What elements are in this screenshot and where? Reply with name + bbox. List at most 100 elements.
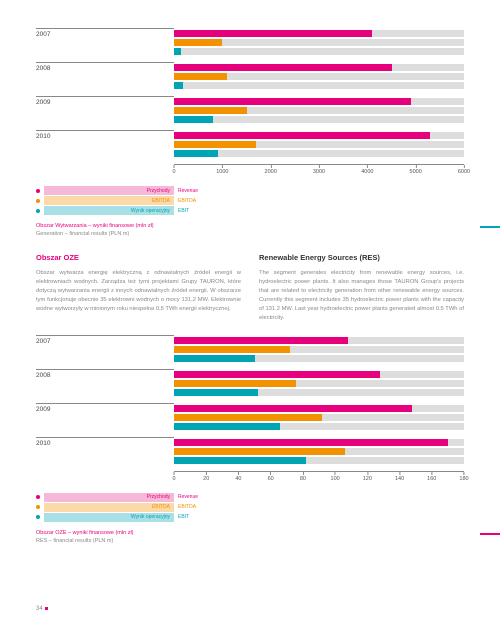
legend-2: PrzychodyEBITDAWynik operacyjnyRevenueEB… xyxy=(36,493,464,522)
bars-cell xyxy=(174,130,464,160)
bar-revenue xyxy=(174,371,380,378)
chart-row-2009: 2009 xyxy=(36,96,464,126)
chart-row-2007: 2007 xyxy=(36,28,464,58)
bars-cell xyxy=(174,369,464,399)
bar-ebitda xyxy=(174,380,296,387)
legend-row-en: Revenue xyxy=(178,493,238,502)
bar-ebitda xyxy=(174,141,256,148)
axis-tick: 6000 xyxy=(458,165,470,175)
chart-res: 2007 2008 2009 2010 xyxy=(36,335,464,467)
bg-bar xyxy=(174,82,464,89)
axis-tick: 4000 xyxy=(361,165,373,175)
bar-revenue xyxy=(174,98,411,105)
legend-label-en: EBIT xyxy=(178,208,189,214)
bar-ebit xyxy=(174,150,218,157)
axis-tick: 80 xyxy=(300,472,306,482)
axis-tick: 20 xyxy=(203,472,209,482)
bar-ebit xyxy=(174,82,183,89)
bar-ebitda xyxy=(174,448,345,455)
bar-ebitda xyxy=(174,414,322,421)
legend-label-en: EBIT xyxy=(178,514,189,520)
bar-revenue xyxy=(174,30,372,37)
legend-label-pl: Przychody xyxy=(44,186,174,195)
axis-tick: 2000 xyxy=(265,165,277,175)
chart1-caption: Obszar Wytwarzania – wyniki finansowe (m… xyxy=(36,223,464,238)
bar-ebit xyxy=(174,48,181,55)
bar-revenue xyxy=(174,132,430,139)
axis-tick: 160 xyxy=(427,472,436,482)
text-columns: Obszar OZE Obszar wytwarza energię elekt… xyxy=(36,252,464,323)
legend-row-pl: Przychody xyxy=(36,493,174,502)
bars-cell xyxy=(174,403,464,433)
caption-accent-line xyxy=(480,533,500,535)
pl-heading: Obszar OZE xyxy=(36,252,241,264)
legend-row-en: EBITDA xyxy=(178,503,238,512)
axis-tick: 60 xyxy=(268,472,274,482)
year-label: 2009 xyxy=(36,96,174,126)
chart1-caption-pl: Obszar Wytwarzania – wyniki finansowe (m… xyxy=(36,223,154,229)
bars-cell xyxy=(174,62,464,92)
bar-ebitda xyxy=(174,73,227,80)
bars-cell xyxy=(174,96,464,126)
bg-bar xyxy=(174,116,464,123)
legend-label-en: Revenue xyxy=(178,494,198,500)
legend-dot xyxy=(36,505,40,509)
bars-cell xyxy=(174,335,464,365)
bar-revenue xyxy=(174,439,448,446)
axis-tick: 100 xyxy=(331,472,340,482)
bar-revenue xyxy=(174,337,348,344)
year-label: 2008 xyxy=(36,62,174,92)
legend-label-en: EBITDA xyxy=(178,504,196,510)
legend-label-pl: EBITDA xyxy=(44,503,174,512)
bar-revenue xyxy=(174,64,392,71)
bars-cell xyxy=(174,437,464,467)
legend-row-en: EBITDA xyxy=(178,196,238,205)
column-english: Renewable Energy Sources (RES) The segme… xyxy=(259,252,464,323)
chart2-caption-en: RES – financial results (PLN m) xyxy=(36,538,464,546)
bar-ebit xyxy=(174,423,280,430)
chart2-caption: Obszar OZE – wyniki finansowe (mln zł) R… xyxy=(36,530,464,545)
chart-row-2008: 2008 xyxy=(36,62,464,92)
legend-label-pl: Wynik operacyjny xyxy=(44,206,174,215)
year-label: 2009 xyxy=(36,403,174,433)
legend-label-pl: EBITDA xyxy=(44,196,174,205)
axis-tick: 0 xyxy=(172,165,175,175)
bar-ebit xyxy=(174,355,255,362)
bar-ebit xyxy=(174,389,258,396)
year-label: 2010 xyxy=(36,130,174,160)
chart1-axis: 0100020003000400050006000 xyxy=(36,164,464,180)
bar-ebitda xyxy=(174,346,290,353)
chart-generation: 2007 2008 2009 2010 xyxy=(36,28,464,160)
year-label: 2008 xyxy=(36,369,174,399)
legend-1: PrzychodyEBITDAWynik operacyjnyRevenueEB… xyxy=(36,186,464,215)
chart-row-2007: 2007 xyxy=(36,335,464,365)
legend-row-pl: EBITDA xyxy=(36,503,174,512)
bars-cell xyxy=(174,28,464,58)
axis-tick: 40 xyxy=(235,472,241,482)
column-polish: Obszar OZE Obszar wytwarza energię elekt… xyxy=(36,252,241,323)
legend-label-en: Revenue xyxy=(178,188,198,194)
year-label: 2007 xyxy=(36,28,174,58)
axis-tick: 120 xyxy=(363,472,372,482)
bar-ebit xyxy=(174,457,306,464)
axis-tick: 5000 xyxy=(410,165,422,175)
year-label: 2007 xyxy=(36,335,174,365)
year-label: 2010 xyxy=(36,437,174,467)
chart-row-2010: 2010 xyxy=(36,130,464,160)
legend-dot xyxy=(36,189,40,193)
legend-row-pl: Wynik operacyjny xyxy=(36,206,174,215)
legend-label-pl: Wynik operacyjny xyxy=(44,513,174,522)
legend-row-en: EBIT xyxy=(178,513,238,522)
page-number-mark xyxy=(45,607,48,610)
caption-accent-line xyxy=(480,226,500,228)
chart2-axis: 020406080100120140160180 xyxy=(36,471,464,487)
chart1-caption-en: Generation – financial results (PLN m) xyxy=(36,231,464,239)
axis-tick: 180 xyxy=(459,472,468,482)
chart-row-2008: 2008 xyxy=(36,369,464,399)
chart-row-2010: 2010 xyxy=(36,437,464,467)
en-heading: Renewable Energy Sources (RES) xyxy=(259,252,464,264)
legend-row-pl: EBITDA xyxy=(36,196,174,205)
legend-label-en: EBITDA xyxy=(178,198,196,204)
legend-dot xyxy=(36,209,40,213)
legend-dot xyxy=(36,515,40,519)
